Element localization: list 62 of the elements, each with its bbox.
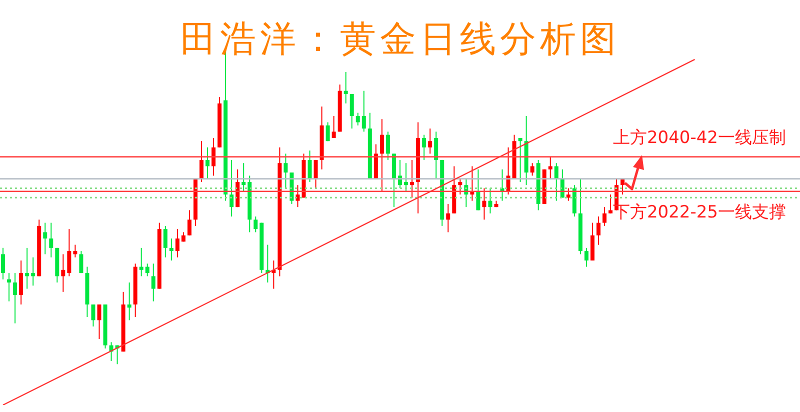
candlestick [476,168,480,211]
candlestick [518,137,522,182]
ref-line-label: 上方2040-42一线压制 [612,128,786,148]
candlestick [49,222,54,258]
candlestick [296,184,300,208]
candlestick [242,162,246,192]
candlestick [404,162,408,192]
candlestick [13,272,18,324]
candlestick [356,112,360,126]
candlestick [350,93,354,130]
candlestick [488,188,492,214]
candlestick [7,272,12,302]
candlestick [428,128,432,154]
candlestick [254,216,258,233]
candlestick [67,228,72,277]
candlestick [446,203,450,233]
candlestick [1,247,5,280]
candlestick [199,140,204,182]
candlestick [566,188,570,202]
candlestick [151,263,156,302]
candlestick [380,118,384,192]
candlestick [584,247,588,268]
chart-title: 田浩洋：黄金日线分析图 [179,19,621,60]
candlestick [25,247,30,290]
candlestick [434,131,438,180]
candlestick [73,244,78,258]
candlestick [97,304,102,340]
legend-label: 下方2022-25一线支撑 [612,202,786,222]
candlestick [19,260,24,305]
candlestick [175,228,180,258]
candlestick [145,263,150,277]
candlestick [91,304,96,327]
candlestick [163,225,168,258]
candlestick [169,238,174,261]
candlestick [61,254,66,292]
candlestick [187,210,192,236]
candlestick [43,222,48,255]
candlestick [206,146,210,180]
candlestick [230,159,234,218]
candlestick [326,122,330,142]
candlestick [608,194,613,214]
candlestick [212,137,216,176]
candlestick [554,162,558,202]
candlestick [548,156,552,180]
candlestick [344,71,348,104]
candlestick [482,188,486,220]
candlestick [79,250,84,274]
candlestick [31,256,36,286]
candlestick [602,206,607,226]
candlestick [139,247,144,277]
candlestick [386,131,390,160]
candlestick [530,162,534,176]
candlestick [458,178,462,196]
candlestick [314,159,318,189]
candlestick [127,282,132,321]
candlestick [410,159,414,198]
candlestick [362,90,366,132]
candlestick [308,150,312,182]
candlestick [596,216,600,246]
candlestick [284,153,288,189]
candlestick [332,115,336,138]
candlestick [422,134,426,160]
